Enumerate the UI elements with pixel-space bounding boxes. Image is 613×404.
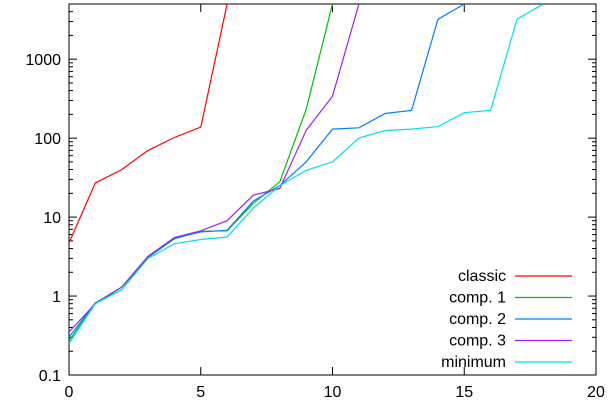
x-tick-label: 5 [196, 384, 205, 401]
x-tick-label: 0 [65, 384, 74, 401]
y-tick-label: 100 [34, 131, 61, 148]
x-tick-label: 10 [324, 384, 342, 401]
series-line-minimum [69, 4, 544, 344]
series-line-comp-1 [69, 4, 334, 342]
y-tick-label: 0.1 [39, 368, 61, 385]
x-tick-label: 20 [587, 384, 605, 401]
series-line-comp-3 [69, 4, 360, 333]
y-tick-label: 1 [52, 289, 61, 306]
legend-label-comp-2: comp. 2 [449, 311, 506, 328]
axis-ticks: 0 5 10 15 20 0.1 1 10 100 1000 [25, 3, 605, 401]
y-tick-label: 10 [43, 210, 61, 227]
legend: classic comp. 1 comp. 2 comp. 3 minimum [441, 268, 572, 371]
legend-label-comp-1: comp. 1 [449, 290, 506, 307]
legend-label-minimum: minimum [441, 354, 506, 371]
y-tick-label: 1000 [25, 52, 61, 69]
legend-label-classic: classic [458, 268, 506, 285]
series-line-comp-2 [69, 4, 465, 338]
x-tick-label: 15 [455, 384, 473, 401]
legend-label-comp-3: comp. 3 [449, 333, 506, 350]
series-line-classic [69, 4, 228, 244]
series-lines [69, 4, 544, 344]
